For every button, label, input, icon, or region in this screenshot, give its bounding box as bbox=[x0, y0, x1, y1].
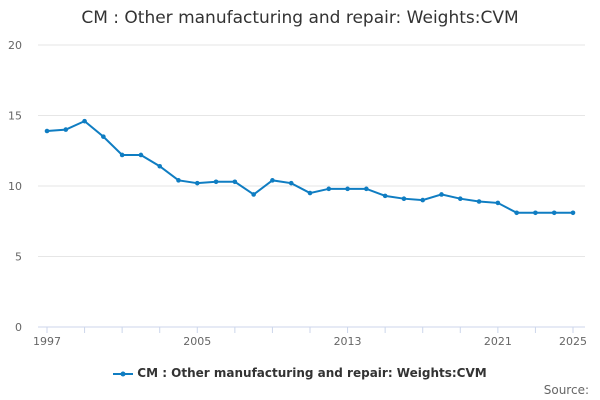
y-tick-label: 0 bbox=[15, 321, 22, 334]
data-point bbox=[495, 200, 501, 206]
legend[interactable]: CM : Other manufacturing and repair: Wei… bbox=[0, 366, 600, 380]
data-point bbox=[570, 210, 576, 216]
x-tick-label: 2021 bbox=[484, 335, 512, 348]
data-point bbox=[176, 178, 181, 183]
data-point bbox=[401, 196, 407, 201]
data-point bbox=[63, 127, 69, 132]
data-point bbox=[213, 179, 219, 185]
data-point bbox=[307, 190, 313, 196]
y-tick-label: 10 bbox=[8, 180, 22, 193]
line-chart: 0 5 10 15 20 1997 2005 2013 2021 2025 bbox=[8, 39, 587, 348]
data-point bbox=[44, 128, 50, 134]
data-point bbox=[288, 180, 294, 186]
y-tick-label: 15 bbox=[8, 110, 22, 123]
data-point bbox=[194, 180, 200, 186]
x-tick-label: 2013 bbox=[334, 335, 362, 348]
data-point bbox=[439, 192, 444, 197]
data-point bbox=[326, 186, 332, 192]
data-point bbox=[476, 199, 482, 204]
data-point bbox=[533, 210, 538, 216]
chart-title: CM : Other manufacturing and repair: Wei… bbox=[81, 8, 519, 28]
data-point bbox=[420, 197, 426, 203]
data-point bbox=[119, 152, 125, 158]
data-point bbox=[232, 179, 238, 185]
y-tick-label: 5 bbox=[15, 251, 22, 264]
x-tick-label: 2025 bbox=[559, 335, 587, 348]
x-tick-label: 1997 bbox=[33, 335, 61, 348]
data-point bbox=[138, 152, 144, 158]
data-point bbox=[345, 186, 350, 192]
data-point bbox=[514, 210, 519, 216]
legend-label: CM : Other manufacturing and repair: Wei… bbox=[137, 366, 487, 380]
data-point bbox=[82, 118, 87, 124]
data-point bbox=[551, 210, 557, 216]
x-tick-label: 2005 bbox=[183, 335, 211, 348]
data-point bbox=[101, 134, 106, 139]
data-point bbox=[251, 192, 256, 197]
legend-marker-icon bbox=[113, 371, 134, 376]
series-line bbox=[46, 119, 573, 214]
data-point bbox=[382, 193, 388, 199]
data-point bbox=[157, 163, 163, 169]
y-tick-label: 20 bbox=[8, 39, 22, 52]
data-point bbox=[364, 186, 369, 192]
source-label: Source: bbox=[543, 383, 589, 397]
data-point bbox=[270, 178, 275, 183]
data-point bbox=[457, 196, 463, 201]
